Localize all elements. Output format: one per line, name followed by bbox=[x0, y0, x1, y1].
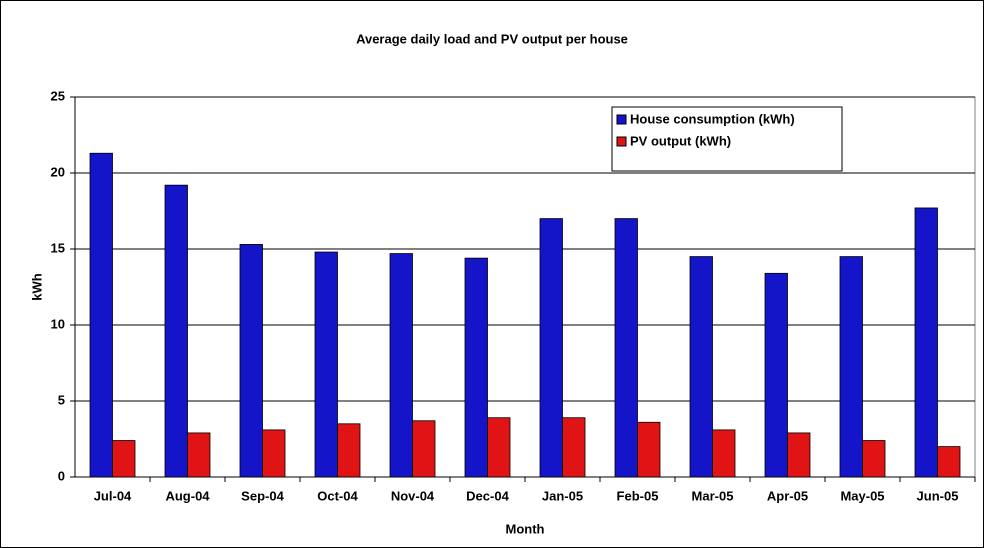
bar bbox=[637, 421, 661, 478]
x-tick-label: Feb-05 bbox=[617, 488, 659, 503]
y-tick-label: 20 bbox=[51, 164, 65, 179]
x-tick-label: Jul-04 bbox=[94, 488, 132, 503]
y-tick-label: 5 bbox=[58, 392, 65, 407]
bar bbox=[487, 417, 511, 478]
bar bbox=[89, 152, 113, 478]
y-tick-label: 25 bbox=[51, 88, 65, 103]
x-tick-label: Jan-05 bbox=[542, 488, 583, 503]
bar bbox=[562, 417, 586, 478]
bar bbox=[412, 420, 436, 478]
legend-swatch bbox=[616, 114, 627, 125]
chart-title: Average daily load and PV output per hou… bbox=[356, 31, 628, 46]
legend-label: House consumption (kWh) bbox=[630, 111, 795, 126]
x-tick-label: Nov-04 bbox=[391, 488, 435, 503]
x-tick-label: Mar-05 bbox=[692, 488, 734, 503]
y-tick-label: 10 bbox=[51, 316, 65, 331]
y-axis-title: kWh bbox=[29, 273, 44, 301]
y-tick-label: 15 bbox=[51, 240, 65, 255]
bar bbox=[164, 184, 188, 478]
bar bbox=[839, 256, 863, 478]
x-axis-title: Month bbox=[506, 521, 545, 536]
bar bbox=[314, 251, 338, 478]
x-tick-label: Aug-04 bbox=[165, 488, 210, 503]
bar bbox=[389, 253, 413, 478]
bar bbox=[539, 218, 563, 478]
bar bbox=[239, 244, 263, 478]
bar bbox=[764, 272, 788, 478]
bar bbox=[262, 429, 286, 478]
bar bbox=[712, 429, 736, 478]
bar bbox=[787, 432, 811, 478]
bar bbox=[862, 440, 886, 478]
bar bbox=[337, 423, 361, 478]
bar bbox=[914, 207, 938, 478]
x-tick-label: Sep-04 bbox=[241, 488, 284, 503]
bar bbox=[112, 440, 136, 478]
x-tick-label: May-05 bbox=[840, 488, 884, 503]
bar bbox=[689, 256, 713, 478]
legend-swatch bbox=[616, 136, 627, 147]
x-tick-label: Jun-05 bbox=[917, 488, 959, 503]
legend-box bbox=[611, 106, 843, 172]
bar bbox=[937, 446, 961, 478]
bar bbox=[614, 218, 638, 478]
bar bbox=[187, 432, 211, 478]
legend-label: PV output (kWh) bbox=[630, 133, 731, 148]
x-tick-label: Dec-04 bbox=[466, 488, 509, 503]
x-tick-label: Oct-04 bbox=[317, 488, 358, 503]
bar bbox=[464, 257, 488, 478]
y-tick-label: 0 bbox=[58, 468, 65, 483]
x-tick-label: Apr-05 bbox=[767, 488, 808, 503]
